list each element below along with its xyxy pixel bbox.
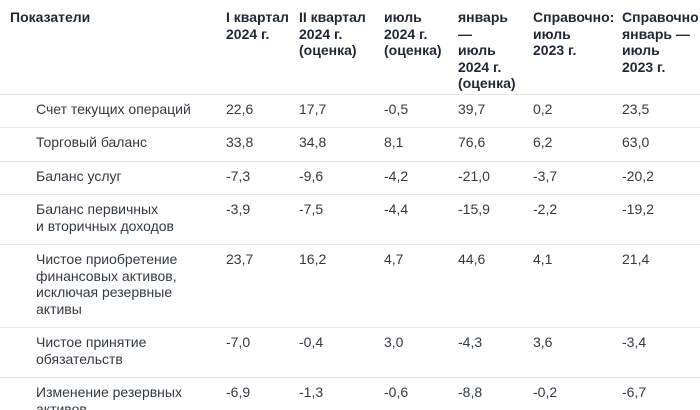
value-cell: 16,2 — [299, 244, 384, 328]
table-row-primary-secondary-income: Баланс первичных и вторичных доходов -3,… — [0, 194, 700, 245]
value-cell: -1,3 — [299, 384, 324, 400]
value-cell: -7,5 — [299, 194, 384, 245]
row-label: Баланс первичных и вторичных доходов — [0, 194, 226, 245]
value-cell: -0,4 — [299, 327, 384, 378]
value-cell: -2,2 — [533, 194, 622, 245]
column-header-q1-2024: I квартал 2024 г. — [226, 0, 299, 95]
row-label: Баланс услуг — [0, 161, 226, 195]
value-cell: 39,7 — [458, 94, 533, 128]
value-cell: 34,8 — [299, 127, 384, 162]
value-cell: -4,2 — [384, 161, 458, 195]
column-header-ref-jan-july-2023: Справочно: январь — июль 2023 г. — [622, 0, 700, 95]
value-cell: 4,1 — [533, 244, 622, 328]
value-cell: -9,6 — [299, 161, 384, 195]
table-row-reserve-assets-change: Изменение резервных активов -6,9 -1,3 -0… — [0, 378, 700, 410]
value-cell: -3,7 — [533, 161, 622, 195]
value-cell: -3,4 — [622, 327, 700, 378]
value-cell: -0,6 — [384, 384, 409, 400]
value-cell: 33,8 — [226, 127, 299, 162]
column-header-ref-july-2023: Справочно: июль 2023 г. — [533, 0, 622, 95]
value-cell: 44,6 — [458, 244, 533, 328]
value-cell: 23,5 — [622, 94, 700, 128]
value-cell: 76,6 — [458, 127, 533, 162]
value-cell: 3,0 — [384, 327, 458, 378]
value-cell: 0,2 — [533, 94, 622, 128]
value-cell: 17,7 — [299, 94, 384, 128]
table-row-net-acquisition-financial-assets: Чистое приобретение финансовых активов, … — [0, 244, 700, 328]
row-label: Счет текущих операций — [0, 94, 226, 128]
value-cell: 3,6 — [533, 327, 622, 378]
value-cell: 22,6 — [226, 94, 299, 128]
value-cell: 8,1 — [384, 127, 458, 162]
value-cell: 63,0 — [622, 127, 700, 162]
value-cell: 4,7 — [384, 244, 458, 328]
column-header-july-2024: июль 2024 г. (оценка) — [384, 0, 458, 95]
value-cell: -19,2 — [622, 194, 700, 245]
header-row: Показатели I квартал 2024 г. II квартал … — [0, 0, 700, 95]
value-cell: -21,0 — [458, 161, 533, 195]
value-cell: -6,9 — [226, 384, 251, 400]
value-cell: 21,4 — [622, 244, 700, 328]
value-cell: 6,2 — [533, 127, 622, 162]
table-row-trade-balance: Торговый баланс 33,8 34,8 8,1 76,6 6,2 6… — [0, 127, 700, 162]
value-cell: -7,0 — [226, 327, 299, 378]
value-cell: -4,3 — [458, 327, 533, 378]
column-header-jan-july-2024: январь — июль 2024 г. (оценка) — [458, 0, 533, 95]
table-row-net-incurrence-liabilities: Чистое принятие обязательств -7,0 -0,4 3… — [0, 327, 700, 378]
row-label: Чистое приобретение финансовых активов, … — [0, 244, 226, 328]
value-cell: 23,7 — [226, 244, 299, 328]
row-label: Торговый баланс — [0, 127, 226, 162]
column-header-q2-2024: II квартал 2024 г. (оценка) — [299, 0, 384, 95]
row-label: Чистое принятие обязательств — [0, 327, 226, 378]
value-cell: -15,9 — [458, 194, 533, 245]
table-row-services-balance: Баланс услуг -7,3 -9,6 -4,2 -21,0 -3,7 -… — [0, 161, 700, 195]
value-cell: -0,2 — [533, 384, 558, 400]
column-header-indicators: Показатели — [0, 0, 226, 95]
value-cell: -8,8 — [458, 384, 483, 400]
value-cell: -7,3 — [226, 161, 299, 195]
value-cell: -3,9 — [226, 194, 299, 245]
row-label: Изменение резервных активов — [36, 384, 182, 410]
value-cell: -20,2 — [622, 161, 700, 195]
value-cell: -0,5 — [384, 94, 458, 128]
value-cell: -4,4 — [384, 194, 458, 245]
value-cell: -6,7 — [622, 384, 647, 400]
table-row-current-account: Счет текущих операций 22,6 17,7 -0,5 39,… — [0, 94, 700, 128]
